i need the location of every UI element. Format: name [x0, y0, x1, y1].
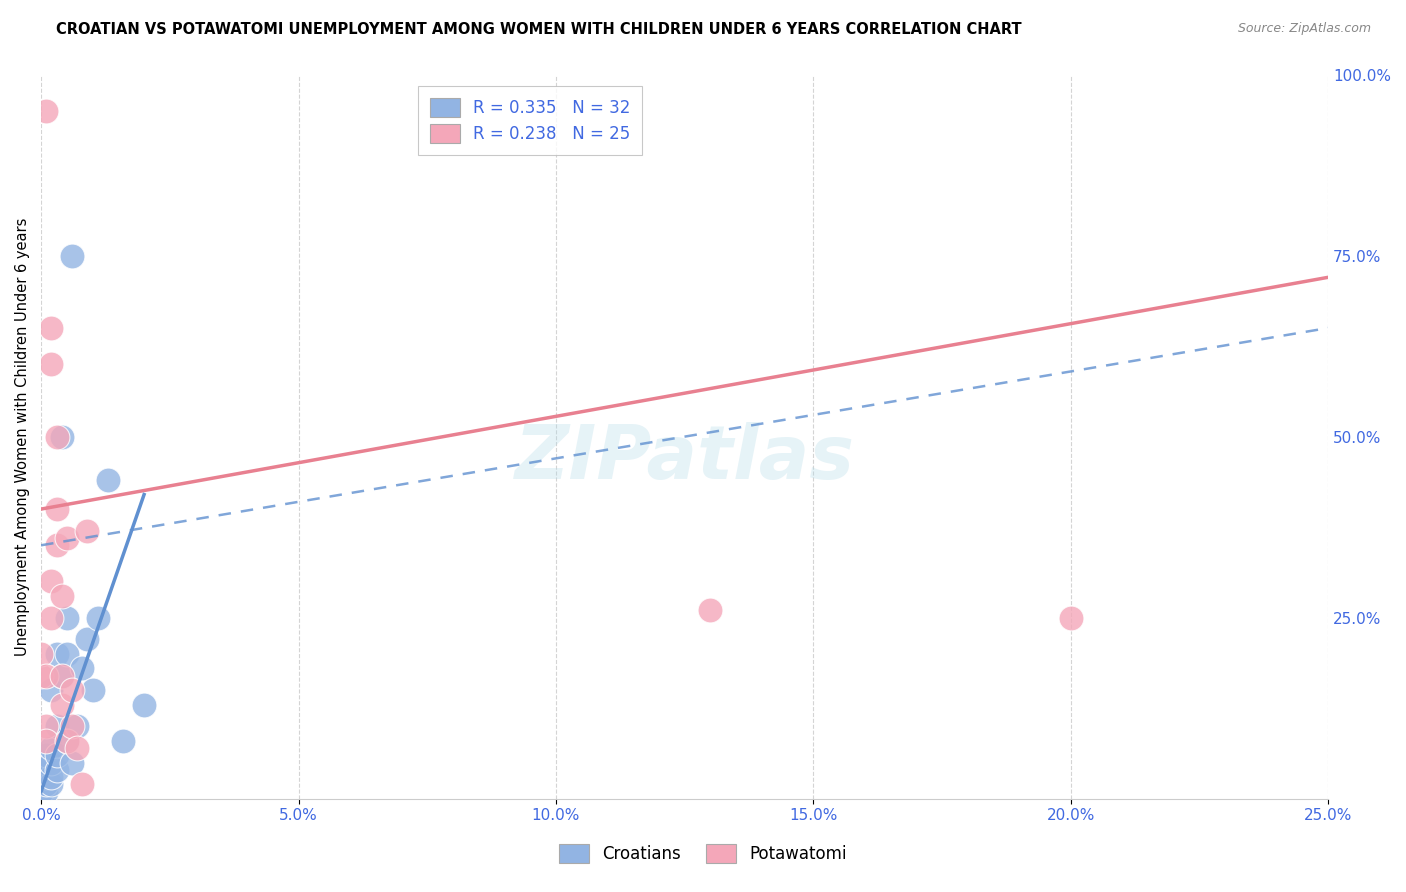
Y-axis label: Unemployment Among Women with Children Under 6 years: Unemployment Among Women with Children U… — [15, 218, 30, 656]
Point — [60, 719, 83, 733]
Point — [51, 668, 73, 682]
Point — [60, 683, 83, 698]
Point — [35, 763, 58, 777]
Point — [51, 698, 73, 712]
Point — [56, 734, 79, 748]
Point — [41, 756, 63, 770]
Point — [41, 357, 63, 371]
Point — [41, 770, 63, 784]
Point — [35, 770, 58, 784]
Point — [45, 719, 67, 733]
Point — [45, 502, 67, 516]
Point — [51, 430, 73, 444]
Point — [72, 777, 94, 791]
Point — [87, 610, 110, 624]
Point — [56, 734, 79, 748]
Point — [45, 748, 67, 763]
Point — [97, 473, 120, 487]
Point — [41, 574, 63, 589]
Point — [41, 683, 63, 698]
Point — [112, 734, 135, 748]
Point — [60, 249, 83, 263]
Point — [45, 763, 67, 777]
Point — [30, 784, 52, 798]
Text: ZIPatlas: ZIPatlas — [515, 422, 855, 495]
Point — [35, 734, 58, 748]
Point — [45, 538, 67, 552]
Point — [56, 531, 79, 545]
Point — [66, 719, 89, 733]
Point — [35, 784, 58, 798]
Text: Source: ZipAtlas.com: Source: ZipAtlas.com — [1237, 22, 1371, 36]
Point — [51, 589, 73, 603]
Point — [35, 777, 58, 791]
Point — [76, 524, 98, 538]
Point — [56, 647, 79, 661]
Point — [30, 668, 52, 682]
Point — [82, 683, 104, 698]
Point — [35, 748, 58, 763]
Point — [132, 698, 155, 712]
Point — [51, 668, 73, 682]
Point — [41, 610, 63, 624]
Point — [35, 668, 58, 682]
Legend: Croatians, Potawatomi: Croatians, Potawatomi — [547, 832, 859, 875]
Point — [45, 647, 67, 661]
Point — [45, 430, 67, 444]
Legend: R = 0.335   N = 32, R = 0.238   N = 25: R = 0.335 N = 32, R = 0.238 N = 25 — [418, 87, 643, 155]
Text: CROATIAN VS POTAWATOMI UNEMPLOYMENT AMONG WOMEN WITH CHILDREN UNDER 6 YEARS CORR: CROATIAN VS POTAWATOMI UNEMPLOYMENT AMON… — [56, 22, 1022, 37]
Point — [35, 719, 58, 733]
Point — [41, 741, 63, 756]
Point — [72, 661, 94, 675]
Point — [66, 741, 89, 756]
Point — [30, 647, 52, 661]
Point — [60, 756, 83, 770]
Point — [41, 777, 63, 791]
Point — [30, 777, 52, 791]
Point — [35, 103, 58, 118]
Point — [41, 321, 63, 335]
Point — [699, 603, 721, 617]
Point — [1060, 610, 1083, 624]
Point — [56, 610, 79, 624]
Point — [35, 756, 58, 770]
Point — [76, 632, 98, 647]
